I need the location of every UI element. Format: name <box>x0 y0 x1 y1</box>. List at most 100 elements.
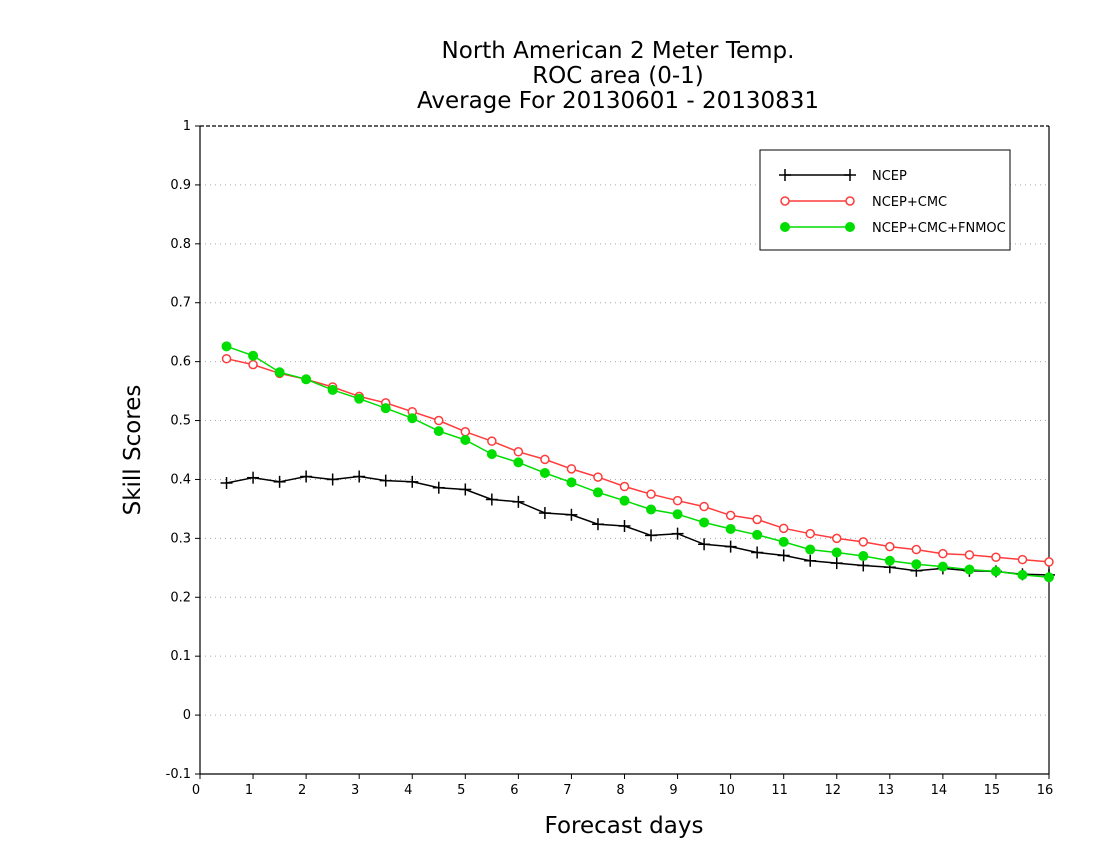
series-2-point-9 <box>460 434 471 445</box>
series-0-point-23 <box>830 557 843 570</box>
series-0-point-12 <box>538 507 551 520</box>
series-0-point-5 <box>353 470 366 483</box>
series-1-point-30 <box>1017 554 1028 565</box>
series-0-point-24 <box>857 559 870 572</box>
series-1-point-14 <box>593 472 603 482</box>
series-2-point-22 <box>805 544 816 555</box>
series-0-point-14 <box>591 518 604 531</box>
series-2-point-0 <box>221 341 232 352</box>
series-1-point-21 <box>778 523 789 534</box>
series-2-point-4 <box>327 384 338 395</box>
series-0-point-21 <box>777 549 790 562</box>
x-tick-label-9: 9 <box>669 783 677 798</box>
ticks: -0.100.10.20.30.40.50.60.70.80.910 1 2 3 4 5 6… <box>166 119 1054 798</box>
series-2-point-27 <box>937 561 948 572</box>
series-0-point-18 <box>698 538 711 551</box>
series-0-point-10 <box>485 493 498 506</box>
series-2-point-6 <box>380 403 391 414</box>
series-1-point-13 <box>566 464 577 474</box>
legend: NCEP NCEP+CMC NCEP+CMC+FNMOC <box>759 149 1011 251</box>
y-tick-label-1: 0 <box>183 708 191 723</box>
legend-label-0: NCEP <box>872 169 907 184</box>
x-tick-label-2: 2 <box>298 783 306 798</box>
x-tick-label-13: 13 <box>878 783 895 798</box>
series-0-point-19 <box>724 540 737 553</box>
series-2-point-11 <box>513 457 524 468</box>
chart-title-line-3: Average For 20130601 - 20130831 <box>417 88 819 114</box>
series-layer <box>220 341 1055 583</box>
x-tick-label-12: 12 <box>824 783 841 798</box>
series-1-point-0 <box>221 353 232 364</box>
series-2-point-23 <box>831 547 842 558</box>
series-2-point-15 <box>619 495 630 506</box>
series-0-point-1 <box>247 471 260 484</box>
x-axis-label: Forecast days <box>545 813 704 839</box>
series-1-point-16 <box>646 489 656 499</box>
y-tick-label-10: 0.9 <box>170 178 191 193</box>
series-2-point-10 <box>486 449 497 460</box>
series-0-point-9 <box>459 483 472 496</box>
series-2-point-17 <box>672 509 683 520</box>
series-2-point-13 <box>566 477 577 488</box>
series-2-point-24 <box>858 551 869 562</box>
series-0-point-0 <box>220 476 233 489</box>
series-1-point-11 <box>513 447 524 457</box>
series-1-point-17 <box>672 495 683 506</box>
x-tick-label-8: 8 <box>616 783 624 798</box>
series-2-point-20 <box>752 529 763 540</box>
series-1-point-23 <box>832 533 842 544</box>
series-0-point-17 <box>671 527 684 540</box>
x-tick-label-7: 7 <box>563 783 571 798</box>
series-2-point-19 <box>725 523 736 534</box>
y-tick-label-11: 1 <box>183 119 191 134</box>
series-1-point-24 <box>858 537 869 547</box>
series-1-point-15 <box>619 481 630 492</box>
series-0-point-3 <box>300 470 313 483</box>
x-tick-label-16: 16 <box>1037 783 1054 798</box>
series-1 <box>221 353 1054 567</box>
series-0-point-2 <box>273 475 286 488</box>
y-tick-label-6: 0.5 <box>170 414 191 429</box>
series-0-point-22 <box>804 554 817 567</box>
series-0-point-4 <box>326 473 339 486</box>
legend-marker-start-1 <box>780 196 790 206</box>
series-0 <box>220 470 1055 581</box>
series-0-point-6 <box>379 474 392 487</box>
series-0-point-16 <box>645 529 658 542</box>
series-0-point-7 <box>406 475 419 488</box>
legend-marker-end-1 <box>845 196 855 206</box>
x-tick-label-5: 5 <box>457 783 465 798</box>
y-tick-label-7: 0.6 <box>170 355 191 370</box>
series-1-point-27 <box>938 548 948 559</box>
series-0-line <box>226 475 1050 576</box>
x-tick-label-4: 4 <box>404 783 412 798</box>
series-1-point-22 <box>805 528 815 539</box>
legend-marker-start-0 <box>779 169 791 181</box>
series-1-point-8 <box>434 415 444 426</box>
series-2-point-30 <box>1017 569 1028 580</box>
series-2-point-25 <box>884 555 895 566</box>
series-2-point-31 <box>1044 572 1054 583</box>
x-tick-label-3: 3 <box>351 783 359 798</box>
series-1-point-20 <box>752 514 762 525</box>
series-2-point-16 <box>646 504 657 515</box>
grid <box>200 184 1049 716</box>
series-2-point-1 <box>248 350 259 361</box>
y-tick-label-0: -0.1 <box>166 767 191 782</box>
legend-marker-start-2 <box>780 222 790 232</box>
series-0-point-8 <box>432 481 445 494</box>
series-2-point-5 <box>354 393 365 404</box>
series-2-point-8 <box>433 426 444 437</box>
x-tick-label-0: 0 <box>192 783 200 798</box>
y-tick-label-8: 0.7 <box>170 296 191 311</box>
series-0-point-11 <box>512 495 525 508</box>
y-tick-label-4: 0.3 <box>170 531 191 546</box>
chart-title-line-1: North American 2 Meter Temp. <box>442 38 795 64</box>
series-2-point-21 <box>778 536 789 547</box>
series-0-point-13 <box>565 508 578 521</box>
series-2 <box>221 341 1054 583</box>
series-1-point-1 <box>248 359 258 370</box>
series-2-point-3 <box>301 374 312 385</box>
series-2-point-26 <box>911 559 922 570</box>
